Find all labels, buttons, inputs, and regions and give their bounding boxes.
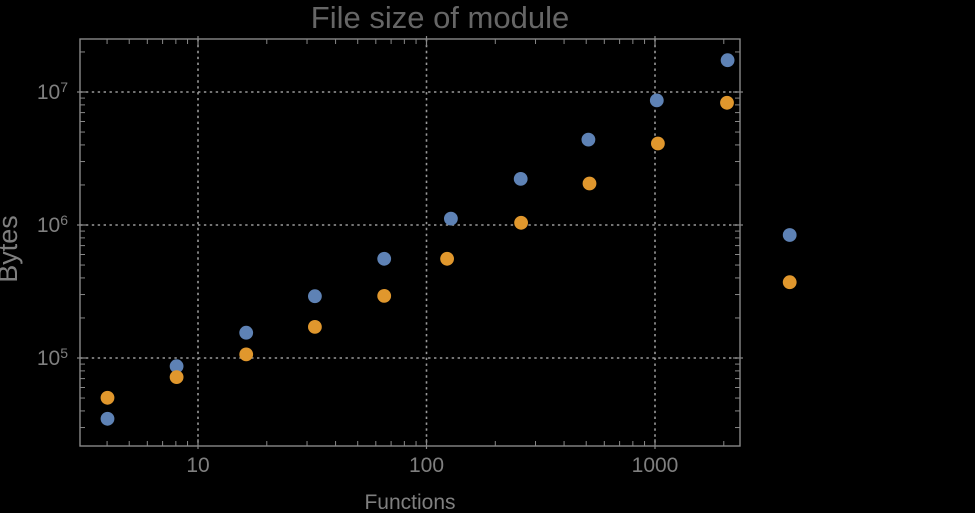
svg-text:Functions: Functions	[364, 491, 455, 513]
svg-text:Bytes: Bytes	[0, 215, 23, 283]
svg-text:1000: 1000	[632, 454, 679, 477]
svg-text:File size of module: File size of module	[311, 0, 569, 35]
svg-text:100: 100	[409, 454, 444, 477]
svg-text:10: 10	[186, 454, 209, 477]
